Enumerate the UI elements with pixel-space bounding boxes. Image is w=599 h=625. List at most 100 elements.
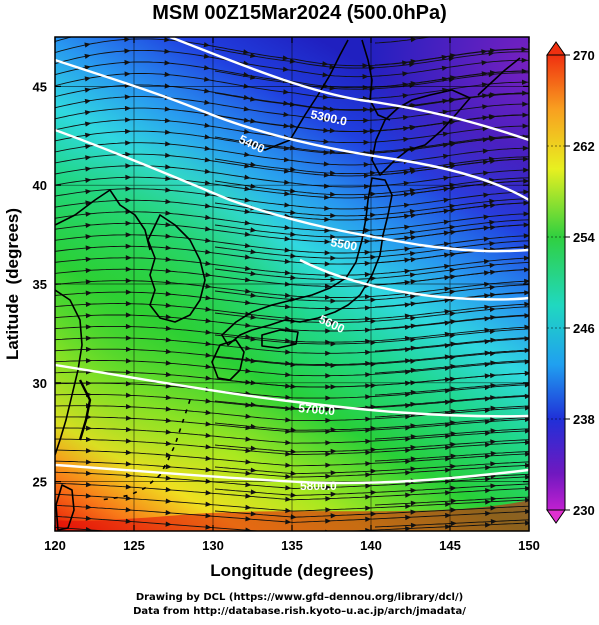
streamline-arrow [244, 151, 251, 157]
streamline-arrow [484, 304, 491, 310]
streamline-arrow [404, 324, 411, 330]
streamline-arrow [250, 161, 257, 167]
streamline-arrow [530, 90, 536, 95]
streamline-arrow [530, 244, 536, 249]
streamline-arrow [165, 198, 172, 205]
streamline-arrow [165, 152, 172, 158]
streamline-arrow [442, 109, 449, 115]
streamline-arrow [490, 360, 497, 366]
streamline-arrow [244, 174, 251, 180]
y-tick-label: 25 [33, 475, 47, 490]
streamline-arrow [125, 220, 132, 226]
streamline-arrow [410, 315, 417, 321]
streamline-arrow [85, 290, 92, 296]
streamline-arrow [363, 139, 370, 146]
colorbar-top-arrow [546, 41, 566, 56]
streamline-arrow [443, 197, 450, 203]
streamline-arrow [245, 482, 252, 488]
streamline-arrow [489, 198, 496, 204]
streamline-arrow [205, 237, 212, 243]
streamline-arrow [85, 143, 92, 150]
streamline-arrow [364, 294, 371, 300]
streamline-arrow [203, 65, 211, 71]
streamline-arrow [444, 275, 451, 281]
streamline-arrow [250, 314, 257, 320]
streamline-arrow [205, 467, 212, 473]
streamline-arrow [405, 470, 412, 476]
streamline-arrow [205, 364, 212, 370]
streamline-arrow [404, 358, 412, 364]
streamline-arrow [449, 267, 456, 273]
streamline-arrow [410, 367, 417, 373]
streamline-arrow [330, 255, 337, 261]
streamline-arrow [524, 290, 529, 296]
y-tick-label: 35 [33, 277, 47, 292]
streamline-arrow [245, 504, 252, 510]
streamline-arrow [85, 279, 92, 285]
credit-data: Data from http://database.rish.kyoto–u.a… [133, 606, 466, 617]
streamline-arrow [250, 227, 257, 233]
streamline-arrow [125, 484, 132, 490]
streamline-arrow [325, 440, 332, 446]
streamline-arrow [125, 438, 132, 444]
streamline-arrow [410, 103, 417, 109]
streamline-arrow [244, 265, 252, 271]
streamline-arrow [164, 117, 171, 124]
streamline-arrow [203, 76, 211, 82]
streamline-arrow [205, 375, 212, 381]
streamline-arrow [524, 405, 529, 411]
streamline-arrow [165, 475, 172, 481]
streamline-arrow [524, 301, 529, 307]
streamline-arrow [290, 188, 297, 194]
streamline-arrow [530, 503, 536, 508]
streamline-arrow [124, 71, 131, 77]
streamline-arrow [325, 518, 332, 524]
streamline-arrow [125, 117, 132, 123]
streamline-arrow [204, 88, 211, 94]
streamline-arrow [530, 403, 536, 408]
streamline-arrow [245, 299, 252, 306]
streamline-arrow [165, 314, 172, 320]
streamline-arrow [165, 348, 172, 355]
contour-label-5800: 5800.0 [300, 479, 337, 493]
streamline-arrow [165, 210, 172, 216]
streamline-arrow [402, 114, 410, 121]
streamline-arrow [125, 472, 132, 478]
streamline-arrow [284, 236, 291, 242]
streamline-arrow [85, 177, 92, 183]
streamline-arrow [410, 169, 417, 175]
streamline-arrow [490, 314, 497, 321]
streamline-arrow [84, 110, 92, 116]
coastlines [55, 39, 521, 531]
streamline-arrow [245, 402, 252, 408]
streamline-arrow [450, 408, 457, 415]
streamline-arrow [125, 346, 132, 352]
streamline-arrow [125, 278, 132, 284]
streamline-arrow [250, 336, 257, 342]
streamline-arrow [165, 429, 172, 435]
streamline-arrow [490, 450, 497, 457]
streamline-arrow [410, 301, 417, 307]
streamline-arrow [244, 186, 251, 192]
x-tick-label: 130 [202, 538, 224, 553]
streamline-arrow [405, 492, 412, 498]
streamline-arrow [450, 354, 457, 360]
streamline-arrow [489, 328, 496, 335]
colorbar: 270 262 254 246 238 230 [546, 41, 595, 524]
streamline-arrow [289, 123, 297, 129]
streamline-arrow [203, 42, 210, 48]
streamline-arrow [85, 166, 92, 172]
streamline-arrow [490, 417, 497, 423]
streamline-arrow [530, 112, 536, 117]
x-tick-label: 135 [281, 538, 303, 553]
streamline-arrow [365, 472, 372, 478]
streamline-arrow [402, 60, 409, 66]
streamline-arrow [405, 414, 412, 420]
streamline-arrow [481, 49, 488, 55]
streamline-arrow [245, 447, 252, 454]
streamline-arrow [204, 157, 211, 163]
streamline-arrow [85, 493, 92, 499]
streamline-arrow [370, 383, 377, 389]
x-tick-label: 125 [123, 538, 145, 553]
streamline-arrow [490, 428, 497, 434]
